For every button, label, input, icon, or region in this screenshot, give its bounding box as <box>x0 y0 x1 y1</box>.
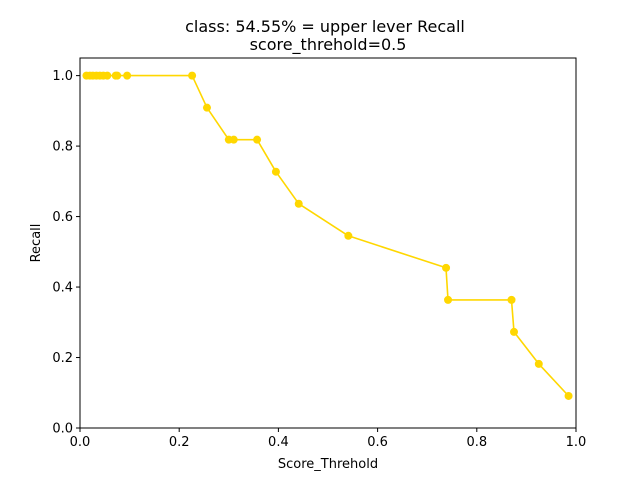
data-point <box>344 231 353 240</box>
y-axis-label: Recall <box>29 224 44 263</box>
x-tick-label: 1.0 <box>566 435 587 450</box>
x-tick-label: 0.2 <box>169 435 190 450</box>
x-tick-label: 0.0 <box>70 435 91 450</box>
data-point <box>564 391 573 400</box>
data-point <box>271 167 280 176</box>
data-point <box>111 71 120 80</box>
data-point <box>202 103 211 112</box>
x-tick-label: 0.6 <box>367 435 388 450</box>
data-point <box>123 71 132 80</box>
plot-area: 0.0 0.2 0.4 0.6 0.8 1.0 0.0 0.2 0.4 0.6 0.8 1.0 <box>52 57 587 450</box>
data-point <box>510 327 518 336</box>
x-tick-label: 0.4 <box>268 435 289 450</box>
data-point <box>224 135 233 144</box>
x-axis-label: Score_Threhold <box>278 457 378 472</box>
y-tick-label: 0.0 <box>52 422 73 437</box>
data-point <box>82 71 91 80</box>
y-tick-label: 0.6 <box>52 210 73 225</box>
data-point <box>253 135 262 144</box>
data-point <box>507 295 516 304</box>
data-point <box>442 263 451 272</box>
chart-title: class: 54.55% = upper lever Recall <box>185 17 465 36</box>
x-tick-label: 0.8 <box>466 435 487 450</box>
y-tick-label: 0.2 <box>52 351 73 366</box>
data-point <box>294 199 303 208</box>
y-tick-label: 1.0 <box>52 69 73 84</box>
y-tick-label: 0.8 <box>52 140 73 155</box>
data-point <box>188 71 197 80</box>
chart-subtitle: score_threhold=0.5 <box>250 35 407 55</box>
axes-frame <box>79 57 577 429</box>
data-point <box>444 295 453 304</box>
data-point <box>534 359 543 368</box>
y-tick-label: 0.4 <box>52 281 73 296</box>
